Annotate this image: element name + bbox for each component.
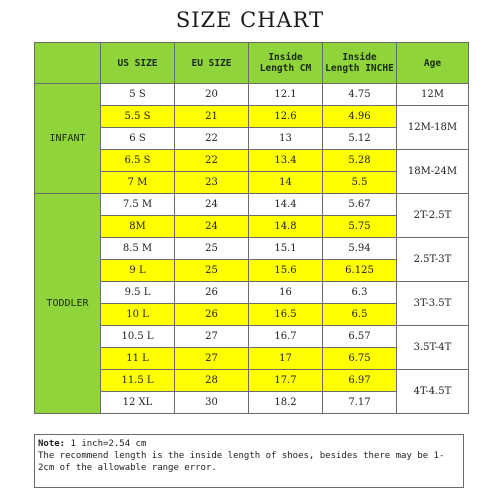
length-inch-cell: 6.57 bbox=[322, 325, 397, 348]
eu-size-cell: 30 bbox=[174, 391, 249, 414]
note-box: Note: 1 inch=2.54 cm The recommend lengt… bbox=[34, 434, 464, 488]
length-inch-cell: 6.97 bbox=[322, 369, 397, 392]
group-label: TODDLER bbox=[34, 193, 101, 414]
length-cm-cell: 16.5 bbox=[248, 303, 323, 326]
age-cell: 12M bbox=[396, 83, 469, 106]
length-cm-cell: 15.6 bbox=[248, 259, 323, 282]
eu-size-cell: 20 bbox=[174, 83, 249, 106]
us-size-cell: 5.5 S bbox=[100, 105, 175, 128]
age-cell: 12M-18M bbox=[396, 105, 469, 150]
length-inch-cell: 7.17 bbox=[322, 391, 397, 414]
length-inch-cell: 5.67 bbox=[322, 193, 397, 216]
eu-size-cell: 27 bbox=[174, 325, 249, 348]
header-us-size: US SIZE bbox=[100, 42, 175, 84]
length-cm-cell: 18.2 bbox=[248, 391, 323, 414]
length-cm-cell: 12.6 bbox=[248, 105, 323, 128]
table-row: 7 M 23 14 5.5 bbox=[35, 171, 469, 194]
note-conversion: 1 inch=2.54 cm bbox=[65, 439, 147, 449]
age-cell: 3T-3.5T bbox=[396, 281, 469, 326]
table-row: TODDLER 7.5 M 24 14.4 5.67 2T-2.5T bbox=[34, 193, 469, 414]
length-cm-cell: 14.8 bbox=[248, 215, 323, 238]
table-row: 8M 24 14.8 5.75 bbox=[35, 215, 469, 238]
length-cm-cell: 16.7 bbox=[248, 325, 323, 348]
header-group bbox=[34, 42, 101, 84]
eu-size-cell: 28 bbox=[174, 369, 249, 392]
length-inch-cell: 6.5 bbox=[322, 303, 397, 326]
table-row: 10 L 26 16.5 6.5 bbox=[35, 303, 469, 326]
us-size-cell: 5 S bbox=[100, 83, 175, 106]
note-label: Note: bbox=[38, 439, 66, 449]
table-row: 9 L 25 15.6 6.125 bbox=[35, 259, 469, 282]
chart-title: SIZE CHART bbox=[175, 8, 325, 32]
header-row: US SIZE EU SIZE Inside Length CM Inside … bbox=[34, 42, 469, 84]
us-size-cell: 8M bbox=[100, 215, 175, 238]
table-row: 6.5 S 22 13.4 5.28 18M-24M bbox=[35, 149, 469, 194]
length-inch-cell: 5.75 bbox=[322, 215, 397, 238]
length-inch-cell: 4.75 bbox=[322, 83, 397, 106]
table-row: 5.5 S 21 12.6 4.96 12M-18M bbox=[35, 105, 469, 150]
length-inch-cell: 5.28 bbox=[322, 149, 397, 172]
length-cm-cell: 15.1 bbox=[248, 237, 323, 260]
us-size-cell: 11.5 L bbox=[100, 369, 175, 392]
header-inside-length-inch: Inside Length INCHE bbox=[322, 42, 397, 84]
length-cm-cell: 17.7 bbox=[248, 369, 323, 392]
eu-size-cell: 24 bbox=[174, 215, 249, 238]
age-cell: 3.5T-4T bbox=[396, 325, 469, 370]
eu-size-cell: 23 bbox=[174, 171, 249, 194]
us-size-cell: 9 L bbox=[100, 259, 175, 282]
eu-size-cell: 22 bbox=[174, 127, 249, 150]
eu-size-cell: 22 bbox=[174, 149, 249, 172]
table-row: 6 S 22 13 5.12 bbox=[35, 127, 469, 150]
note-text: The recommend length is the inside lengt… bbox=[38, 451, 445, 473]
eu-size-cell: 26 bbox=[174, 303, 249, 326]
length-inch-cell: 6.75 bbox=[322, 347, 397, 370]
length-cm-cell: 12.1 bbox=[248, 83, 323, 106]
length-cm-cell: 13.4 bbox=[248, 149, 323, 172]
table-row: 11 L 27 17 6.75 bbox=[35, 347, 469, 370]
eu-size-cell: 25 bbox=[174, 259, 249, 282]
eu-size-cell: 21 bbox=[174, 105, 249, 128]
length-cm-cell: 14 bbox=[248, 171, 323, 194]
size-chart-table: US SIZE EU SIZE Inside Length CM Inside … bbox=[34, 42, 469, 414]
table-row: INFANT 5 S 20 12.1 4.75 12M bbox=[34, 83, 469, 194]
length-cm-cell: 16 bbox=[248, 281, 323, 304]
eu-size-cell: 25 bbox=[174, 237, 249, 260]
length-inch-cell: 5.12 bbox=[322, 127, 397, 150]
length-cm-cell: 14.4 bbox=[248, 193, 323, 216]
size-rows: INFANT 5 S 20 12.1 4.75 12M 5.5 S 21 12.6 4.96 12M… bbox=[34, 83, 469, 414]
us-size-cell: 6 S bbox=[100, 127, 175, 150]
group-label: INFANT bbox=[34, 83, 101, 194]
length-inch-cell: 6.3 bbox=[322, 281, 397, 304]
length-inch-cell: 4.96 bbox=[322, 105, 397, 128]
table-row: 10.5 L 27 16.7 6.57 3.5T-4T bbox=[35, 325, 469, 370]
table-row: 11.5 L 28 17.7 6.97 4T-4.5T bbox=[35, 369, 469, 414]
eu-size-cell: 26 bbox=[174, 281, 249, 304]
length-inch-cell: 5.5 bbox=[322, 171, 397, 194]
header-age: Age bbox=[396, 42, 469, 84]
age-cell: 2.5T-3T bbox=[396, 237, 469, 282]
eu-size-cell: 27 bbox=[174, 347, 249, 370]
table-row: 8.5 M 25 15.1 5.94 2.5T-3T bbox=[35, 237, 469, 282]
length-cm-cell: 13 bbox=[248, 127, 323, 150]
us-size-cell: 8.5 M bbox=[100, 237, 175, 260]
length-cm-cell: 17 bbox=[248, 347, 323, 370]
us-size-cell: 10.5 L bbox=[100, 325, 175, 348]
us-size-cell: 7.5 M bbox=[100, 193, 175, 216]
eu-size-cell: 24 bbox=[174, 193, 249, 216]
age-cell: 18M-24M bbox=[396, 149, 469, 194]
age-cell: 2T-2.5T bbox=[396, 193, 469, 238]
table-row: 9.5 L 26 16 6.3 3T-3.5T bbox=[35, 281, 469, 326]
us-size-cell: 10 L bbox=[100, 303, 175, 326]
length-inch-cell: 6.125 bbox=[322, 259, 397, 282]
us-size-cell: 9.5 L bbox=[100, 281, 175, 304]
us-size-cell: 7 M bbox=[100, 171, 175, 194]
header-inside-length-cm: Inside Length CM bbox=[248, 42, 323, 84]
us-size-cell: 11 L bbox=[100, 347, 175, 370]
table-row: 12 XL 30 18.2 7.17 bbox=[35, 391, 469, 414]
age-cell: 4T-4.5T bbox=[396, 369, 469, 414]
length-inch-cell: 5.94 bbox=[322, 237, 397, 260]
header-eu-size: EU SIZE bbox=[174, 42, 249, 84]
us-size-cell: 12 XL bbox=[100, 391, 175, 414]
us-size-cell: 6.5 S bbox=[100, 149, 175, 172]
